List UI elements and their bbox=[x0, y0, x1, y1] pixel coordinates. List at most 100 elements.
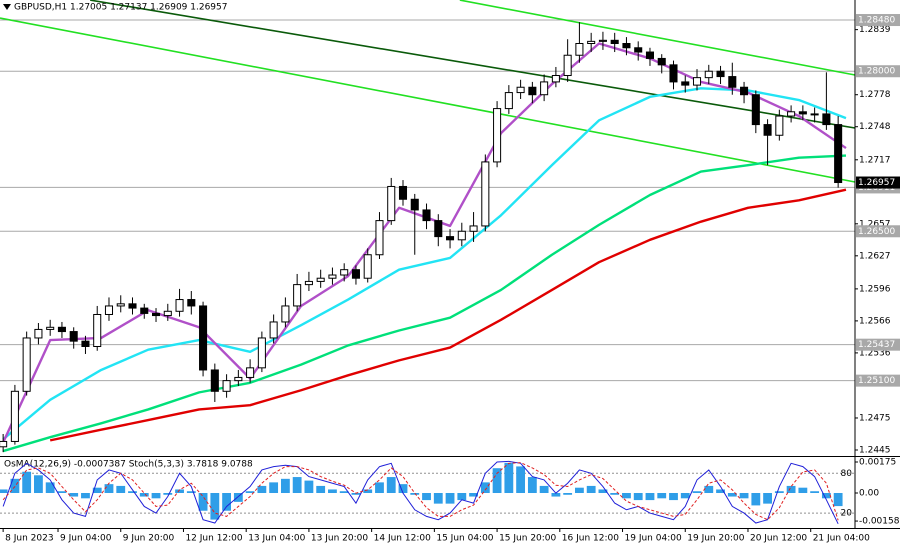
candle-body bbox=[175, 299, 184, 312]
candle-body bbox=[57, 326, 66, 333]
osma-bar bbox=[622, 493, 631, 499]
osma-bar bbox=[92, 487, 102, 494]
osma-bar bbox=[739, 493, 749, 499]
osma-bar bbox=[704, 485, 714, 494]
candle-body bbox=[704, 70, 713, 79]
current-price-box bbox=[856, 176, 900, 189]
osma-bar bbox=[139, 493, 149, 497]
x-tick-label: 15 Jun 04:00 bbox=[436, 534, 493, 544]
osma-bar bbox=[433, 493, 443, 504]
osma-bar bbox=[586, 485, 596, 494]
osma-bar bbox=[116, 485, 126, 494]
candle-body bbox=[751, 94, 760, 126]
stoch-line bbox=[2, 462, 839, 521]
osma-bar bbox=[233, 493, 243, 502]
x-tick-label: 19 Jun 20:00 bbox=[687, 534, 744, 544]
osma-bar bbox=[763, 493, 772, 504]
x-tick-label: 15 Jun 20:00 bbox=[499, 534, 556, 544]
moving-average bbox=[2, 154, 847, 453]
level-label-box bbox=[856, 65, 900, 78]
candle-body bbox=[504, 92, 513, 110]
candle-body bbox=[740, 86, 749, 96]
candle-body bbox=[598, 39, 607, 42]
osma-bar bbox=[727, 493, 737, 497]
osma-bar bbox=[398, 484, 408, 494]
candle-body bbox=[328, 274, 337, 279]
candle-body bbox=[10, 390, 19, 442]
osma-bar bbox=[245, 491, 255, 494]
candle-body bbox=[516, 86, 525, 94]
candle-body bbox=[787, 111, 796, 117]
candle-body bbox=[587, 40, 596, 45]
candle-body bbox=[199, 305, 208, 371]
osma-bar bbox=[610, 493, 620, 495]
candle-body bbox=[669, 64, 678, 83]
x-tick-label: 9 Jun 04:00 bbox=[60, 534, 112, 544]
osma-bar bbox=[269, 482, 279, 494]
osma-bar bbox=[516, 466, 526, 494]
osma-bar bbox=[210, 493, 220, 520]
osma-bar bbox=[292, 477, 302, 494]
osma-bar bbox=[833, 493, 843, 507]
osma-bar bbox=[786, 485, 796, 494]
osc-y-tick-label: 0.00175 bbox=[859, 457, 896, 467]
osma-bar bbox=[198, 493, 208, 511]
candle-body bbox=[93, 313, 102, 347]
candle-body bbox=[210, 369, 219, 392]
osma-bar bbox=[45, 482, 55, 494]
moving-average bbox=[49, 188, 847, 442]
osma-bar bbox=[34, 475, 43, 494]
candle-body bbox=[81, 340, 90, 347]
y-tick-label: 1.2596 bbox=[859, 284, 891, 294]
osma-bar bbox=[257, 485, 267, 494]
osma-bar bbox=[480, 482, 490, 494]
osma-bar bbox=[104, 484, 114, 494]
level-label: 1.26500 bbox=[858, 227, 895, 237]
candle-body bbox=[363, 254, 372, 279]
candle-body bbox=[798, 111, 807, 115]
candle-body bbox=[834, 124, 843, 184]
candle-body bbox=[46, 326, 55, 330]
trend-line bbox=[459, 0, 856, 76]
osma-bar bbox=[222, 493, 231, 511]
current-price-label: 1.26957 bbox=[858, 178, 895, 188]
candle-body bbox=[645, 51, 655, 59]
candle-body bbox=[716, 70, 725, 78]
osma-bar bbox=[10, 478, 20, 494]
level-label: 1.25437 bbox=[858, 340, 895, 350]
candle-body bbox=[528, 86, 537, 96]
level-label-box bbox=[856, 225, 900, 238]
y-tick-label: 1.2717 bbox=[859, 155, 891, 165]
x-tick-label: 14 Jun 12:00 bbox=[374, 534, 431, 544]
candle-body bbox=[810, 113, 819, 116]
candle-body bbox=[116, 303, 125, 307]
candle-body bbox=[69, 331, 78, 342]
candle-body bbox=[246, 367, 255, 378]
candle-body bbox=[269, 321, 278, 339]
osma-bar bbox=[328, 489, 337, 494]
level-label-box bbox=[856, 338, 900, 351]
candle-body bbox=[163, 310, 172, 317]
candle-body bbox=[222, 380, 231, 392]
level-label: 1.28000 bbox=[858, 67, 895, 77]
osma-bar bbox=[69, 493, 79, 497]
candle-body bbox=[340, 269, 349, 276]
candle-body bbox=[446, 236, 455, 241]
osma-bar bbox=[798, 487, 808, 494]
y-tick-label: 1.2475 bbox=[859, 413, 891, 423]
candle-body bbox=[140, 307, 149, 314]
candle-body bbox=[398, 185, 408, 200]
candle-body bbox=[763, 124, 772, 136]
osma-bar bbox=[504, 462, 514, 494]
level-label: 1.25100 bbox=[858, 376, 895, 386]
candle-body bbox=[634, 47, 643, 53]
candle-body bbox=[104, 305, 114, 315]
chart-title: GBPUSD,H1 1.27005 1.27137 1.26909 1.2695… bbox=[14, 3, 227, 13]
candle-body bbox=[375, 220, 384, 256]
moving-average bbox=[2, 87, 847, 441]
osma-bar bbox=[563, 493, 573, 495]
x-tick-label: 13 Jun 20:00 bbox=[311, 534, 368, 544]
candle-body bbox=[563, 54, 572, 77]
osma-bar bbox=[574, 487, 584, 494]
y-tick-label: 1.2839 bbox=[859, 25, 891, 35]
